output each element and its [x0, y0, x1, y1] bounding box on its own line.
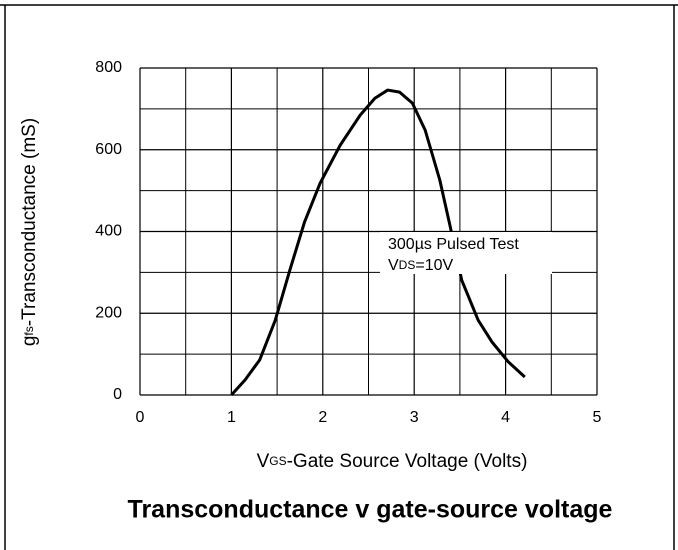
subscript: DS — [399, 258, 416, 272]
x-tick-label: 1 — [227, 409, 236, 426]
annotation-line2: VDS=10V — [388, 257, 453, 274]
text: -Transconductance (mS) — [19, 118, 40, 326]
x-tick-label: 0 — [136, 409, 145, 426]
annotation-box — [380, 232, 552, 274]
curve — [230, 88, 526, 397]
x-tick-label: 3 — [410, 409, 419, 426]
symbol: V — [257, 451, 270, 472]
symbol: V — [388, 257, 399, 274]
y-tick-label: 200 — [95, 304, 122, 321]
x-tick-label: 2 — [318, 409, 327, 426]
annotation-line1: 300µs Pulsed Test — [388, 236, 519, 253]
chart-title: Transconductance v gate-source voltage — [128, 496, 613, 524]
y-tick-label: 600 — [95, 141, 122, 158]
x-axis-label: VGS-Gate Source Voltage (Volts) — [257, 451, 528, 472]
symbol: g — [19, 336, 40, 347]
marks — [230, 88, 526, 397]
annotation: 300µs Pulsed Test VDS=10V — [380, 232, 552, 274]
y-axis-label: gfs-Transconductance (mS) — [19, 118, 40, 346]
text: =10V — [415, 257, 453, 274]
x-tick-label: 4 — [501, 409, 510, 426]
grid: 0 1 2 3 4 5 0 200 400 600 800 — [95, 59, 601, 426]
subscript: fs — [22, 326, 36, 335]
text: -Gate Source Voltage (Volts) — [287, 451, 528, 472]
subscript: GS — [269, 454, 286, 468]
y-tick-label: 400 — [95, 223, 122, 240]
x-tick-label: 5 — [593, 409, 602, 426]
y-tick-label: 800 — [95, 59, 122, 76]
y-tick-label: 0 — [113, 386, 122, 403]
